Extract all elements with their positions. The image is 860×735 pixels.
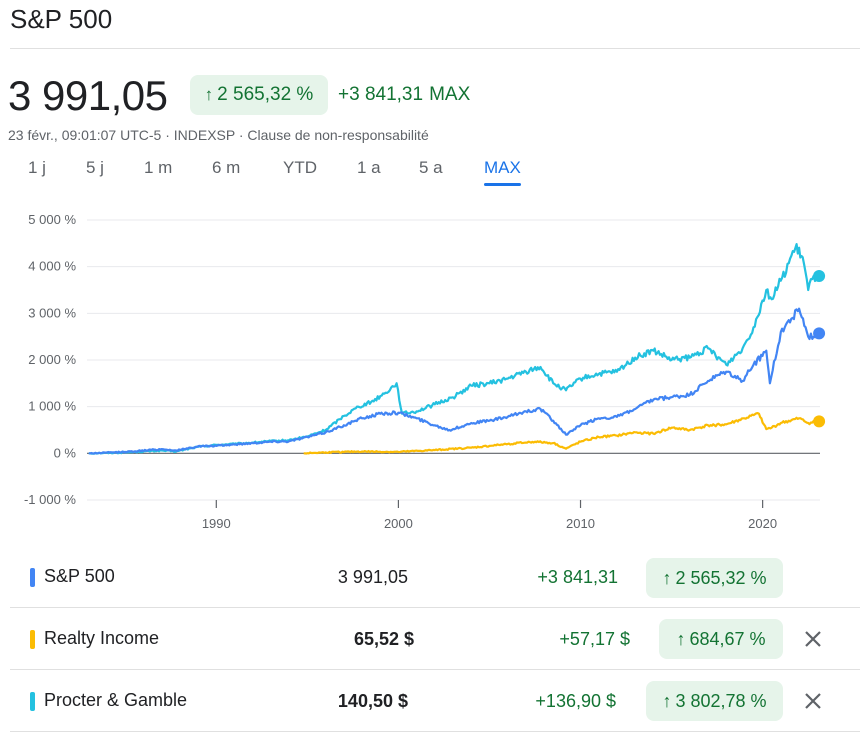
absolute-change-value: +3 841,31 xyxy=(338,84,424,105)
series-endpoint-realty-income xyxy=(813,415,826,428)
range-tab-5y[interactable]: 5 a xyxy=(419,158,443,177)
arrow-up-icon: ↑ xyxy=(204,85,214,104)
series-endpoint-procter-gamble xyxy=(813,270,826,282)
quote-subline: 23 févr., 09:01:07 UTC-5 · INDEXSP · Cla… xyxy=(8,127,429,143)
row-percent-badge: ↑ 2 565,32 % xyxy=(646,558,783,598)
arrow-up-icon: ↑ xyxy=(662,690,672,711)
series-line-procter-gamble xyxy=(88,243,821,455)
row-percent: 2 565,32 % xyxy=(675,567,767,588)
y-tick-label: 2 000 % xyxy=(28,352,76,367)
series-line-realty-income xyxy=(303,412,820,455)
range-tab-1y[interactable]: 1 a xyxy=(357,158,381,177)
x-tick-label: 2020 xyxy=(748,516,777,531)
row-percent: 684,67 % xyxy=(689,628,766,649)
series-line-s-p-500 xyxy=(88,307,821,455)
arrow-up-icon: ↑ xyxy=(676,628,686,649)
row-change: +57,17 $ xyxy=(559,629,630,649)
range-tab-6m[interactable]: 6 m xyxy=(212,158,241,177)
row-value: 3 991,05 xyxy=(337,567,408,587)
y-tick-label: 4 000 % xyxy=(28,259,76,274)
comparison-row-realty-income[interactable]: Realty Income 65,52 $ +57,17 $ ↑ 684,67 % xyxy=(10,608,860,670)
y-tick-label: 1 000 % xyxy=(28,399,76,414)
row-change: +3 841,31 xyxy=(537,567,618,587)
percent-change-value: 2 565,32 % xyxy=(217,84,314,105)
series-swatch xyxy=(30,692,35,711)
row-value: 140,50 $ xyxy=(337,691,408,711)
close-icon xyxy=(805,631,821,647)
row-percent-badge: ↑ 3 802,78 % xyxy=(646,681,783,721)
row-change: +136,90 $ xyxy=(535,691,616,711)
range-tab-ytd[interactable]: YTD xyxy=(283,158,317,177)
row-name: S&P 500 xyxy=(44,566,115,586)
row-percent: 3 802,78 % xyxy=(675,690,767,711)
x-tick-label: 2010 xyxy=(566,516,595,531)
series-endpoint-s-p-500 xyxy=(813,327,826,340)
y-tick-label: 3 000 % xyxy=(28,305,76,320)
performance-chart[interactable]: 5 000 % 4 000 % 3 000 % 2 000 % 1 000 % 0 % -1… xyxy=(0,200,860,540)
series-swatch xyxy=(30,630,35,649)
percent-change-badge: ↑ 2 565,32 % xyxy=(190,75,328,115)
range-tab-1d[interactable]: 1 j xyxy=(28,158,46,177)
range-tab-max[interactable]: MAX xyxy=(484,158,521,186)
range-tab-5d[interactable]: 5 j xyxy=(86,158,104,177)
remove-comparison-button[interactable] xyxy=(800,688,826,714)
x-tick-label: 2000 xyxy=(384,516,413,531)
row-name: Realty Income xyxy=(44,628,160,648)
page-title: S&P 500 xyxy=(10,4,113,34)
comparison-row-sp500[interactable]: S&P 500 3 991,05 +3 841,31 ↑ 2 565,32 % xyxy=(10,546,860,608)
row-name: Procter & Gamble xyxy=(44,690,188,710)
comparison-row-procter-gamble[interactable]: Procter & Gamble 140,50 $ +136,90 $ ↑ 3 8… xyxy=(10,670,860,732)
absolute-change: +3 841,31 MAX xyxy=(338,84,476,106)
arrow-up-icon: ↑ xyxy=(662,567,672,588)
series-swatch xyxy=(30,568,35,587)
y-tick-label: 5 000 % xyxy=(28,212,76,227)
range-tab-1m[interactable]: 1 m xyxy=(144,158,173,177)
current-price: 3 991,05 xyxy=(8,72,168,119)
y-tick-label: 0 % xyxy=(54,445,77,460)
x-tick-label: 1990 xyxy=(202,516,231,531)
title-divider xyxy=(10,48,860,49)
period-label: MAX xyxy=(429,84,471,105)
row-percent-badge: ↑ 684,67 % xyxy=(659,619,783,659)
row-value: 65,52 $ xyxy=(353,629,414,649)
close-icon xyxy=(805,693,821,709)
remove-comparison-button[interactable] xyxy=(800,626,826,652)
comparison-list: S&P 500 3 991,05 +3 841,31 ↑ 2 565,32 % R… xyxy=(10,546,860,732)
y-tick-label: -1 000 % xyxy=(24,492,76,507)
